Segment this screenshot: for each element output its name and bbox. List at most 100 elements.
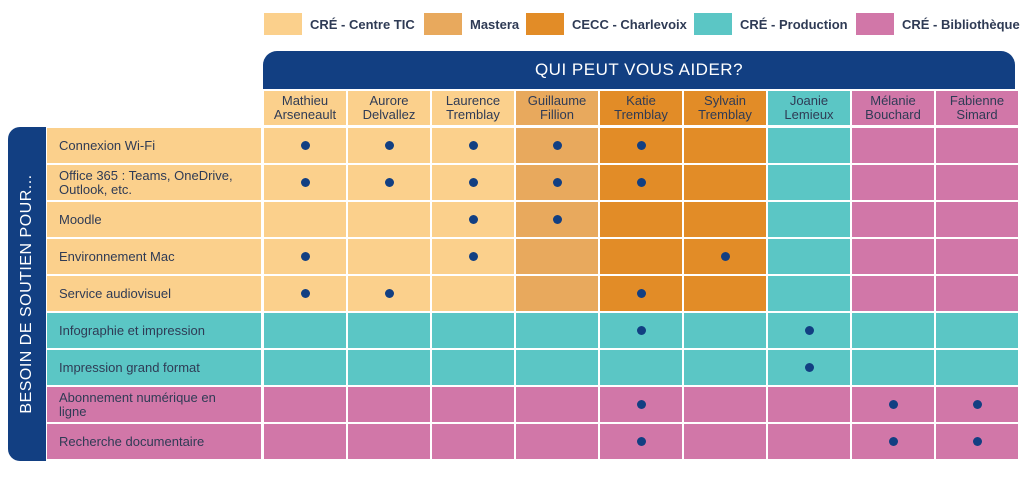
legend-item: CRÉ - Centre TIC [264, 12, 415, 36]
legend-swatch [856, 13, 894, 35]
legend-swatch [526, 13, 564, 35]
legend-label: CRÉ - Bibliothèque [902, 16, 1020, 32]
matrix-cell [516, 202, 598, 237]
helper-dot [300, 252, 310, 261]
matrix-cell [600, 165, 682, 200]
matrix-cell [768, 387, 850, 422]
matrix-cell [264, 350, 346, 385]
helper-dot [720, 252, 730, 261]
helper-dot [888, 400, 898, 409]
helper-dot [384, 289, 394, 298]
matrix-cell [348, 387, 430, 422]
legend-swatch [694, 13, 732, 35]
matrix-cell [768, 202, 850, 237]
need-label: Service audiovisuel [47, 276, 261, 311]
need-label: Recherche documentaire [47, 424, 261, 459]
legend-swatch [264, 13, 302, 35]
legend-item: CECC - Charlevoix [526, 12, 687, 36]
need-label: Connexion Wi-Fi [47, 128, 261, 163]
legend-item: CRÉ - Production [694, 12, 848, 36]
matrix-cell [516, 276, 598, 311]
matrix-cell [768, 313, 850, 348]
matrix-cell [264, 165, 346, 200]
helper-dot [636, 326, 646, 335]
helper-dot [468, 215, 478, 224]
need-label: Infographie et impression [47, 313, 261, 348]
helper-dot [552, 141, 562, 150]
helper-dot [552, 215, 562, 224]
person-header: Joanie Lemieux [768, 91, 850, 125]
matrix-cell [936, 350, 1018, 385]
matrix-cell [684, 276, 766, 311]
matrix-cell [432, 239, 514, 274]
need-label: Environnement Mac [47, 239, 261, 274]
matrix-cell [768, 128, 850, 163]
matrix-cell [432, 424, 514, 459]
matrix-cell [768, 165, 850, 200]
matrix-cell [264, 276, 346, 311]
person-header: Fabienne Simard [936, 91, 1018, 125]
side-banner [8, 127, 46, 461]
matrix-cell [852, 350, 934, 385]
matrix-cell [516, 239, 598, 274]
matrix-cell [516, 128, 598, 163]
matrix-cell [600, 350, 682, 385]
legend-swatch [424, 13, 462, 35]
matrix-cell [264, 239, 346, 274]
matrix-cell [852, 165, 934, 200]
matrix-cell [852, 276, 934, 311]
matrix-cell [936, 276, 1018, 311]
matrix-cell [432, 202, 514, 237]
matrix-cell [516, 165, 598, 200]
matrix-cell [936, 424, 1018, 459]
matrix-cell [348, 165, 430, 200]
matrix-cell [348, 128, 430, 163]
need-label: Impression grand format [47, 350, 261, 385]
matrix-cell [516, 313, 598, 348]
need-label: Abonnement numérique en ligne [47, 387, 261, 422]
helper-dot [384, 178, 394, 187]
helper-dot [804, 363, 814, 372]
matrix-cell [852, 313, 934, 348]
matrix-cell [852, 387, 934, 422]
helper-dot [468, 178, 478, 187]
matrix-cell [348, 424, 430, 459]
matrix-cell [264, 313, 346, 348]
legend-label: CECC - Charlevoix [572, 16, 687, 32]
matrix-cell [264, 424, 346, 459]
helper-dot [888, 437, 898, 446]
matrix-cell [348, 239, 430, 274]
matrix-cell [684, 239, 766, 274]
matrix-cell [348, 350, 430, 385]
person-header: Aurore Delvallez [348, 91, 430, 125]
matrix-cell [852, 239, 934, 274]
matrix-cell [348, 202, 430, 237]
matrix-cell [684, 128, 766, 163]
matrix-cell [936, 239, 1018, 274]
matrix-cell [432, 276, 514, 311]
helper-dot [972, 400, 982, 409]
helper-dot [552, 178, 562, 187]
helper-dot [636, 400, 646, 409]
need-label: Moodle [47, 202, 261, 237]
header-title: QUI PEUT VOUS AIDER? [534, 60, 744, 79]
helper-dot [636, 141, 646, 150]
legend: CRÉ - Centre TIC Mastera CECC - Charlevoix… [264, 12, 1020, 36]
matrix-cell [684, 387, 766, 422]
matrix-cell [852, 424, 934, 459]
helper-dot [300, 141, 310, 150]
matrix-cell [684, 424, 766, 459]
helper-dot [468, 252, 478, 261]
matrix-cell [600, 239, 682, 274]
matrix-cell [264, 202, 346, 237]
matrix-cell [600, 313, 682, 348]
matrix-cell [684, 202, 766, 237]
matrix-cell [852, 202, 934, 237]
matrix-cell [936, 313, 1018, 348]
matrix-cell [684, 165, 766, 200]
matrix-cell [516, 387, 598, 422]
matrix-cell [432, 350, 514, 385]
helper-dot [300, 178, 310, 187]
person-header: Mathieu Arseneault [264, 91, 346, 125]
matrix-cell [684, 350, 766, 385]
